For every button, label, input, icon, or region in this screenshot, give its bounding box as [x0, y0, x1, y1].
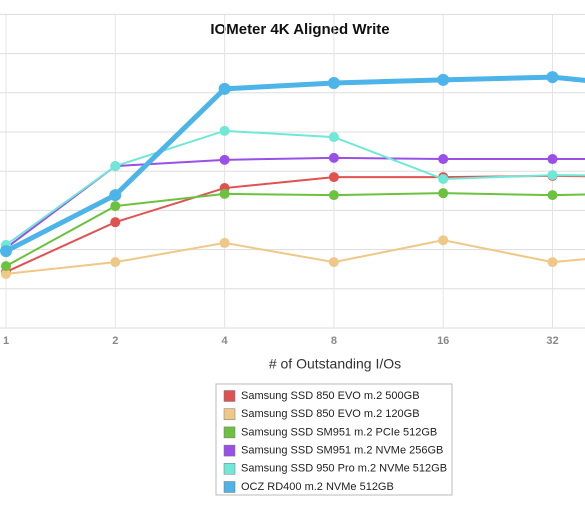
legend-swatch — [223, 463, 236, 475]
point — [328, 132, 339, 143]
point — [328, 152, 339, 163]
legend-label: Samsung SSD SM951 m.2 PCIe 512GB — [241, 426, 437, 438]
point — [0, 245, 12, 258]
legend-swatch — [223, 444, 236, 457]
point — [328, 172, 339, 183]
point — [438, 174, 449, 185]
point — [547, 190, 558, 201]
series-line — [5, 174, 585, 273]
legend-label: Samsung SSD 850 EVO m.2 120GB — [241, 408, 420, 420]
x-axis-label: # of Outstanding I/Os — [269, 356, 401, 372]
legend-label: Samsung SSD SM951 m.2 NVMe 256GB — [241, 445, 443, 457]
point — [438, 188, 449, 199]
point — [547, 154, 558, 165]
series-line — [5, 129, 585, 246]
point — [438, 235, 449, 246]
x-tick-label: 1 — [3, 335, 9, 347]
x-tick-label: 16 — [437, 335, 449, 347]
x-tick-label: 2 — [112, 335, 118, 347]
x-tick-label: 8 — [331, 335, 337, 347]
point — [437, 73, 450, 86]
point — [110, 257, 121, 268]
point — [1, 261, 11, 272]
series-line — [5, 239, 585, 275]
legend — [215, 383, 453, 496]
point — [547, 257, 558, 268]
series-line — [4, 74, 585, 254]
legend-swatch — [223, 390, 236, 402]
point — [546, 71, 559, 84]
point — [219, 237, 230, 248]
point — [438, 154, 449, 165]
point — [218, 82, 231, 95]
point — [328, 257, 339, 268]
point — [328, 190, 339, 201]
legend-swatch — [223, 481, 236, 493]
x-tick-label: 4 — [222, 335, 229, 347]
point — [219, 154, 230, 165]
legend-label: Samsung SSD 950 Pro m.2 NVMe 512GB — [241, 463, 447, 475]
point — [219, 125, 230, 136]
chart-title: IOMeter 4K Aligned Write — [210, 21, 389, 38]
legend-swatch — [223, 408, 236, 420]
point — [547, 170, 558, 181]
point — [109, 189, 122, 202]
point — [219, 188, 230, 199]
point — [1, 268, 11, 279]
legend-label: Samsung SSD 850 EVO m.2 500GB — [241, 390, 420, 402]
legend-label: OCZ RD400 m.2 NVMe 512GB — [241, 481, 394, 493]
x-tick-label: 32 — [546, 335, 558, 347]
legend-swatch — [223, 426, 236, 439]
point — [327, 77, 340, 89]
point — [110, 217, 121, 228]
point — [110, 201, 121, 212]
point — [110, 161, 121, 172]
